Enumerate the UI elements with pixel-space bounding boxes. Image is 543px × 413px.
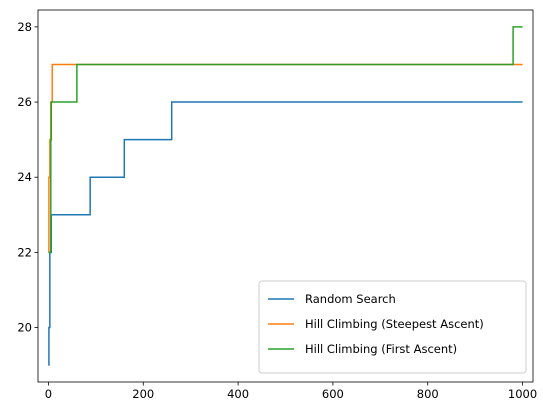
- series-line-2: [48, 63, 523, 254]
- legend-label-3: Hill Climbing (First Ascent): [305, 342, 457, 356]
- legend: Random Search Hill Climbing (Steepest Asc…: [258, 280, 527, 374]
- x-tick-label: 800: [417, 387, 439, 401]
- x-tick-label: 1000: [508, 387, 537, 401]
- y-tick-label: 26: [17, 95, 32, 109]
- y-tick-label: 20: [17, 321, 32, 335]
- x-tick-label: 200: [132, 387, 154, 401]
- series-line-3: [48, 26, 523, 254]
- x-tick-label: 600: [322, 387, 344, 401]
- x-tick-label: 0: [45, 387, 52, 401]
- legend-label-2: Hill Climbing (Steepest Ascent): [305, 317, 484, 331]
- x-axis: 0 200 400 600 800 1000: [45, 382, 537, 401]
- y-axis: 20 22 24 26 28: [17, 20, 38, 335]
- plot-area: [48, 26, 523, 366]
- y-tick-label: 22: [17, 245, 32, 259]
- legend-label-1: Random Search: [305, 292, 396, 306]
- x-tick-label: 400: [227, 387, 249, 401]
- legend-box: [258, 280, 527, 374]
- y-tick-label: 28: [17, 20, 32, 34]
- axes-frame: [37, 9, 534, 383]
- y-tick-label: 24: [17, 170, 32, 184]
